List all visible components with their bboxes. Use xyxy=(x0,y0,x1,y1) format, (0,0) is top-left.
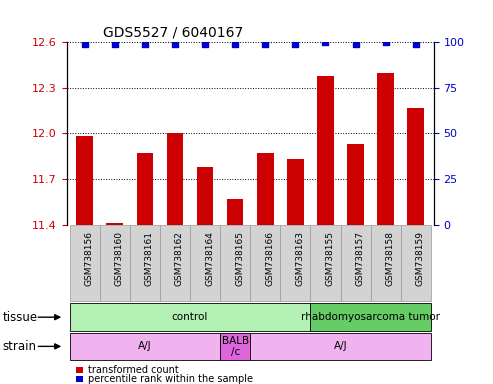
Text: GSM738162: GSM738162 xyxy=(175,231,184,286)
Bar xyxy=(227,199,244,225)
Bar xyxy=(401,225,431,301)
Text: A/J: A/J xyxy=(334,341,348,351)
Bar xyxy=(106,223,123,225)
Text: GSM738157: GSM738157 xyxy=(355,231,364,286)
Text: GSM738161: GSM738161 xyxy=(145,231,154,286)
Bar xyxy=(257,153,274,225)
Bar xyxy=(100,225,130,301)
Point xyxy=(382,39,389,45)
Bar xyxy=(311,225,341,301)
Text: tissue: tissue xyxy=(2,311,37,324)
Text: GSM738165: GSM738165 xyxy=(235,231,244,286)
Point xyxy=(111,41,119,47)
Point xyxy=(321,39,329,45)
Text: GSM738159: GSM738159 xyxy=(416,231,425,286)
Bar xyxy=(130,225,160,301)
Bar xyxy=(311,303,431,331)
Bar xyxy=(167,134,183,225)
Bar xyxy=(70,303,311,331)
Point xyxy=(81,41,89,47)
Bar xyxy=(371,225,401,301)
Point xyxy=(352,41,359,47)
Text: GSM738155: GSM738155 xyxy=(325,231,334,286)
Point xyxy=(231,41,239,47)
Text: GDS5527 / 6040167: GDS5527 / 6040167 xyxy=(104,26,244,40)
Bar xyxy=(70,225,100,301)
Bar xyxy=(250,225,281,301)
Point xyxy=(261,41,269,47)
Bar xyxy=(190,225,220,301)
Bar xyxy=(197,167,213,225)
Text: GSM738160: GSM738160 xyxy=(115,231,124,286)
Bar xyxy=(317,76,334,225)
Bar xyxy=(250,333,431,360)
Point xyxy=(201,41,209,47)
Text: rhabdomyosarcoma tumor: rhabdomyosarcoma tumor xyxy=(301,312,440,322)
Bar xyxy=(408,108,424,225)
Bar xyxy=(76,136,93,225)
Bar xyxy=(378,73,394,225)
Bar xyxy=(160,225,190,301)
Text: GSM738158: GSM738158 xyxy=(386,231,395,286)
Bar xyxy=(341,225,371,301)
Text: GSM738163: GSM738163 xyxy=(295,231,304,286)
Point xyxy=(171,41,179,47)
Text: control: control xyxy=(172,312,208,322)
Point xyxy=(291,41,299,47)
Text: GSM738166: GSM738166 xyxy=(265,231,274,286)
Text: GSM738164: GSM738164 xyxy=(205,231,214,286)
Bar xyxy=(347,144,364,225)
Bar xyxy=(281,225,311,301)
Bar xyxy=(220,333,250,360)
Text: percentile rank within the sample: percentile rank within the sample xyxy=(88,374,253,384)
Text: strain: strain xyxy=(2,340,36,353)
Text: transformed count: transformed count xyxy=(88,365,178,375)
Bar xyxy=(137,153,153,225)
Text: BALB
/c: BALB /c xyxy=(221,336,248,357)
Text: A/J: A/J xyxy=(138,341,152,351)
Bar xyxy=(220,225,250,301)
Point xyxy=(141,41,149,47)
Point xyxy=(412,41,420,47)
Bar xyxy=(287,159,304,225)
Text: GSM738156: GSM738156 xyxy=(85,231,94,286)
Bar xyxy=(70,333,220,360)
